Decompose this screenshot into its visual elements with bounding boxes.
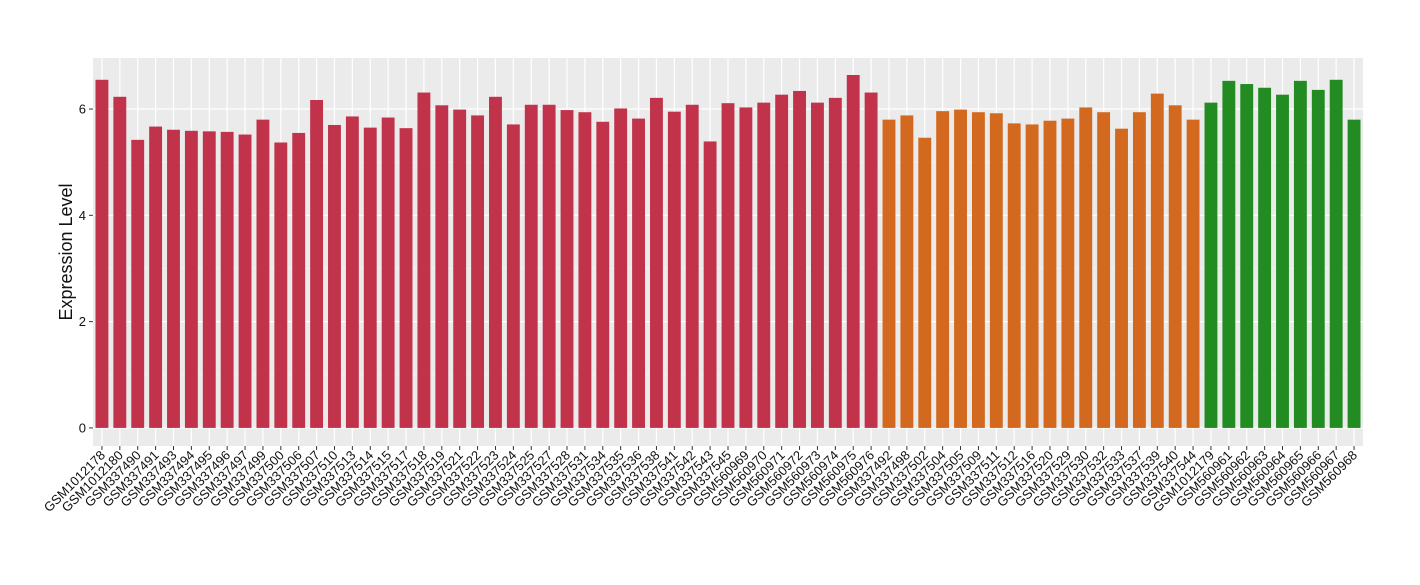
bar	[238, 134, 252, 428]
bar	[1204, 102, 1218, 428]
bar	[1079, 107, 1093, 428]
bar	[1258, 87, 1272, 428]
bar	[882, 119, 896, 428]
bar	[1276, 94, 1289, 428]
bar	[739, 107, 753, 428]
bar	[936, 111, 950, 428]
bar	[1311, 89, 1325, 428]
bar	[864, 92, 878, 428]
bar	[828, 97, 842, 428]
y-tick-label: 0	[79, 420, 86, 435]
bar	[918, 137, 932, 428]
bar	[256, 119, 270, 428]
bar	[95, 79, 109, 428]
bar	[1222, 80, 1236, 428]
bar	[578, 112, 592, 428]
bar	[1061, 118, 1075, 428]
bar	[542, 104, 556, 428]
bar	[703, 141, 717, 428]
bar	[614, 108, 628, 428]
bar	[685, 104, 699, 428]
bar	[1097, 112, 1111, 428]
bar	[1293, 80, 1307, 428]
bar	[954, 109, 967, 428]
bar	[435, 105, 449, 428]
bar	[345, 116, 359, 428]
bar	[1150, 93, 1164, 428]
bar	[167, 129, 180, 428]
bar	[381, 117, 395, 428]
y-tick-label: 2	[79, 314, 86, 329]
y-tick-label: 6	[79, 102, 86, 117]
bar	[1007, 123, 1021, 428]
bar	[1168, 105, 1182, 428]
bar	[1115, 128, 1128, 428]
bar	[721, 103, 735, 428]
bar	[506, 124, 520, 428]
bar	[524, 104, 538, 428]
bar	[113, 96, 127, 428]
bar	[632, 118, 646, 428]
bar	[846, 75, 860, 428]
bar	[202, 131, 216, 428]
bar	[1329, 79, 1343, 428]
bar	[417, 92, 431, 428]
bar	[989, 113, 1003, 428]
bar	[292, 132, 306, 428]
bar	[900, 115, 914, 428]
bar	[596, 121, 610, 428]
bar	[471, 115, 485, 428]
bar	[184, 130, 198, 428]
bar	[310, 99, 324, 428]
y-tick-label: 4	[79, 208, 86, 223]
bar	[971, 112, 985, 428]
bar	[775, 94, 789, 428]
bar	[793, 90, 806, 428]
bar	[131, 139, 145, 428]
bar	[667, 111, 681, 428]
bar	[1186, 119, 1200, 428]
bar	[363, 127, 377, 428]
bar	[399, 128, 413, 428]
bar	[328, 124, 341, 428]
bar	[1132, 112, 1146, 428]
bar	[1043, 120, 1057, 428]
y-axis-label: Expression Level	[56, 183, 76, 320]
bar	[489, 96, 502, 428]
bar	[650, 97, 663, 428]
bar	[1347, 119, 1361, 428]
bar	[220, 131, 234, 428]
bar	[1240, 84, 1254, 428]
bar	[149, 126, 163, 428]
bar	[560, 110, 574, 428]
bar	[274, 142, 288, 428]
bar	[1025, 124, 1039, 428]
bar	[810, 102, 824, 428]
bar	[757, 102, 771, 428]
bar	[453, 109, 467, 428]
